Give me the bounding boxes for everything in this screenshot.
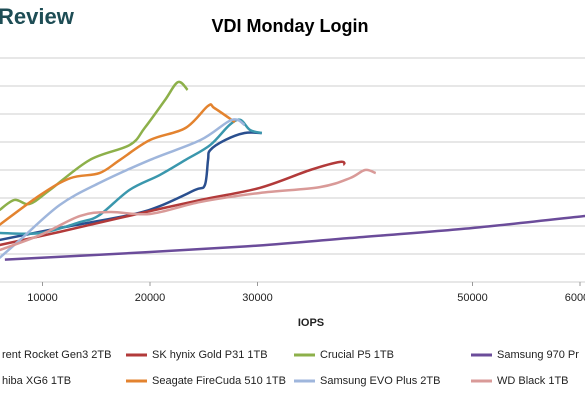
series-line bbox=[0, 118, 246, 259]
series-line bbox=[0, 160, 346, 247]
x-tick-label: 20000 bbox=[135, 292, 166, 304]
series-line bbox=[0, 103, 236, 226]
legend-label: hiba XG6 1TB bbox=[2, 375, 71, 387]
x-tick-label: 50000 bbox=[457, 292, 488, 304]
legend-label: SK hynix Gold P31 1TB bbox=[152, 349, 268, 361]
legend-label: Samsung EVO Plus 2TB bbox=[320, 375, 440, 387]
logo: Review bbox=[0, 4, 75, 29]
x-axis-label: IOPS bbox=[298, 317, 324, 329]
series-line bbox=[0, 131, 262, 242]
series-line bbox=[0, 118, 263, 236]
legend-label: WD Black 1TB bbox=[497, 375, 569, 387]
x-tick-label: 30000 bbox=[242, 292, 273, 304]
x-tick-label: 10000 bbox=[27, 292, 58, 304]
series-line bbox=[0, 168, 377, 252]
legend-label: Samsung 970 Pr bbox=[497, 349, 579, 361]
series-line bbox=[0, 80, 189, 212]
chart-title: VDI Monday Login bbox=[212, 16, 369, 36]
x-tick-label: 60000 bbox=[565, 292, 585, 304]
legend-label: Crucial P5 1TB bbox=[320, 349, 394, 361]
legend-label: Seagate FireCuda 510 1TB bbox=[152, 375, 286, 387]
legend-label: rent Rocket Gen3 2TB bbox=[2, 349, 111, 361]
series-line bbox=[4, 214, 585, 261]
